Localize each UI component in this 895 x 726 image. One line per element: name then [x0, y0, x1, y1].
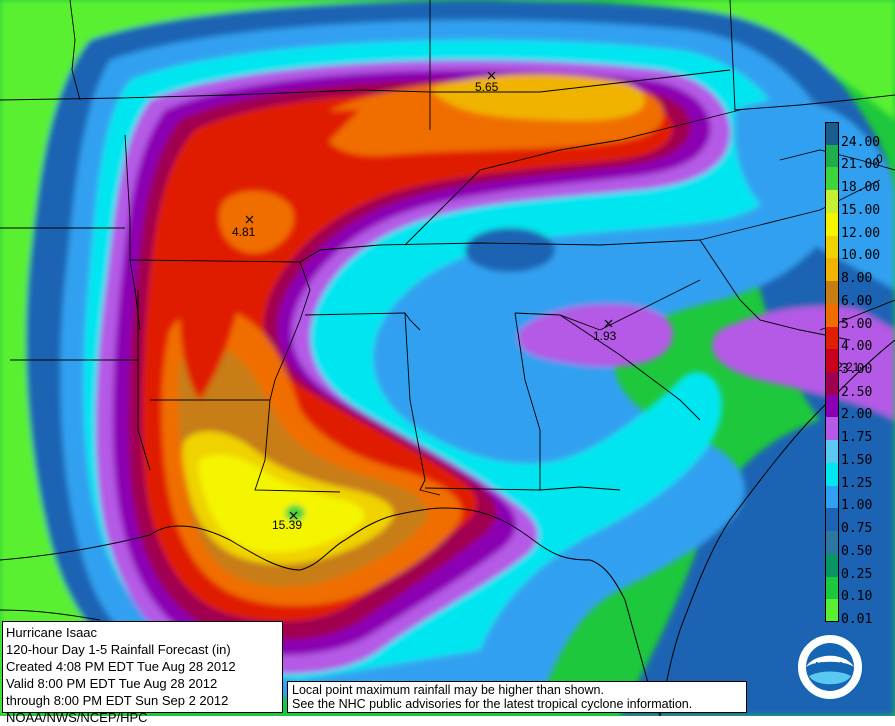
legend-swatch	[825, 235, 839, 259]
legend-label: 5.00	[841, 316, 873, 332]
max-label-15.39: 15.39	[272, 518, 303, 532]
legend-swatch	[825, 349, 839, 373]
legend-swatch	[825, 417, 839, 441]
coastline	[0, 339, 895, 716]
legend-label: 18.00	[841, 180, 881, 196]
legend-label: 3.00	[841, 362, 873, 377]
storm-name: Hurricane Isaac	[6, 625, 98, 640]
agency: NOAA/NWS/NCEP/HPC	[6, 710, 148, 725]
legend-swatch	[825, 372, 839, 396]
legend-swatch	[825, 440, 839, 464]
legend-label: 1.25	[841, 475, 873, 491]
legend-swatch	[825, 167, 839, 191]
legend-swatch	[825, 144, 839, 168]
legend-swatch	[825, 212, 839, 237]
legend-label: 21.00	[841, 157, 881, 173]
legend-label: 12.00	[841, 225, 881, 241]
legend-label: 0.10	[841, 589, 873, 605]
legend-label: 4.00	[841, 339, 873, 355]
max-label-0: 0	[876, 152, 883, 166]
legend-label: 2.00	[841, 407, 873, 423]
valid-start: Valid 8:00 PM EDT Tue Aug 28 2012	[6, 676, 218, 691]
max-label-1.93: 1.93	[593, 329, 617, 343]
disclaimer-line-1: Local point maximum rainfall may be high…	[292, 683, 604, 697]
legend-swatch	[825, 303, 839, 328]
noaa-logo-text: NOAA	[815, 661, 844, 672]
max-label-4.81: 4.81	[232, 225, 256, 239]
legend-label: 1.75	[841, 430, 873, 446]
valid-end: through 8:00 PM EDT Sun Sep 2 2012	[6, 693, 229, 708]
legend-label: 15.00	[841, 202, 881, 218]
noaa-logo: NOAA	[796, 633, 864, 701]
legend-swatch	[825, 190, 839, 214]
legend-label: 1.50	[841, 452, 873, 468]
disclaimer-line-2: See the NHC public advisories for the la…	[292, 697, 693, 711]
maxima-markers	[245, 71, 613, 520]
legend-swatch	[825, 531, 839, 555]
legend-label: 0.75	[841, 521, 873, 537]
legend-swatch	[825, 326, 839, 350]
max-marker-4.81	[245, 215, 254, 224]
max-marker-5.65	[487, 71, 496, 80]
legend-label: 0.50	[841, 543, 873, 559]
max-marker-15.39	[289, 511, 298, 520]
forecast-title-box: Hurricane Isaac 120-hour Day 1-5 Rainfal…	[2, 621, 283, 725]
legend-swatch	[825, 394, 839, 418]
legend-swatch	[825, 258, 839, 282]
max-label-2.21: 2.21	[836, 360, 860, 374]
legend-frame	[825, 122, 839, 622]
legend-label: 6.00	[841, 293, 873, 309]
legend-swatch	[825, 485, 839, 509]
legend-label: 24.00	[841, 134, 881, 150]
legend-label: 0.25	[841, 566, 873, 582]
rainfall-legend: 24.00 21.00 18.00 15.00 12.00 10.00 8.00 6.00 5.…	[825, 122, 891, 627]
max-marker-1.93	[604, 319, 613, 328]
legend-swatch	[825, 576, 839, 600]
legend-label: 2.50	[841, 384, 873, 400]
legend-label: 10.00	[841, 248, 881, 264]
created-time: Created 4:08 PM EDT Tue Aug 28 2012	[6, 659, 236, 674]
legend-label: 0.01	[841, 612, 873, 627]
legend-swatch	[825, 122, 839, 146]
legend-label: 8.00	[841, 271, 873, 287]
legend-swatch	[825, 599, 839, 623]
max-label-5.65: 5.65	[475, 80, 499, 94]
legend-swatch	[825, 281, 839, 305]
legend-swatch	[825, 462, 839, 487]
legend-swatch	[825, 508, 839, 532]
legend-label: 1.00	[841, 498, 873, 514]
legend-swatch	[825, 553, 839, 578]
state-boundaries	[0, 0, 895, 496]
forecast-description: 120-hour Day 1-5 Rainfall Forecast (in)	[6, 642, 231, 657]
disclaimer-box: Local point maximum rainfall may be high…	[287, 681, 747, 713]
